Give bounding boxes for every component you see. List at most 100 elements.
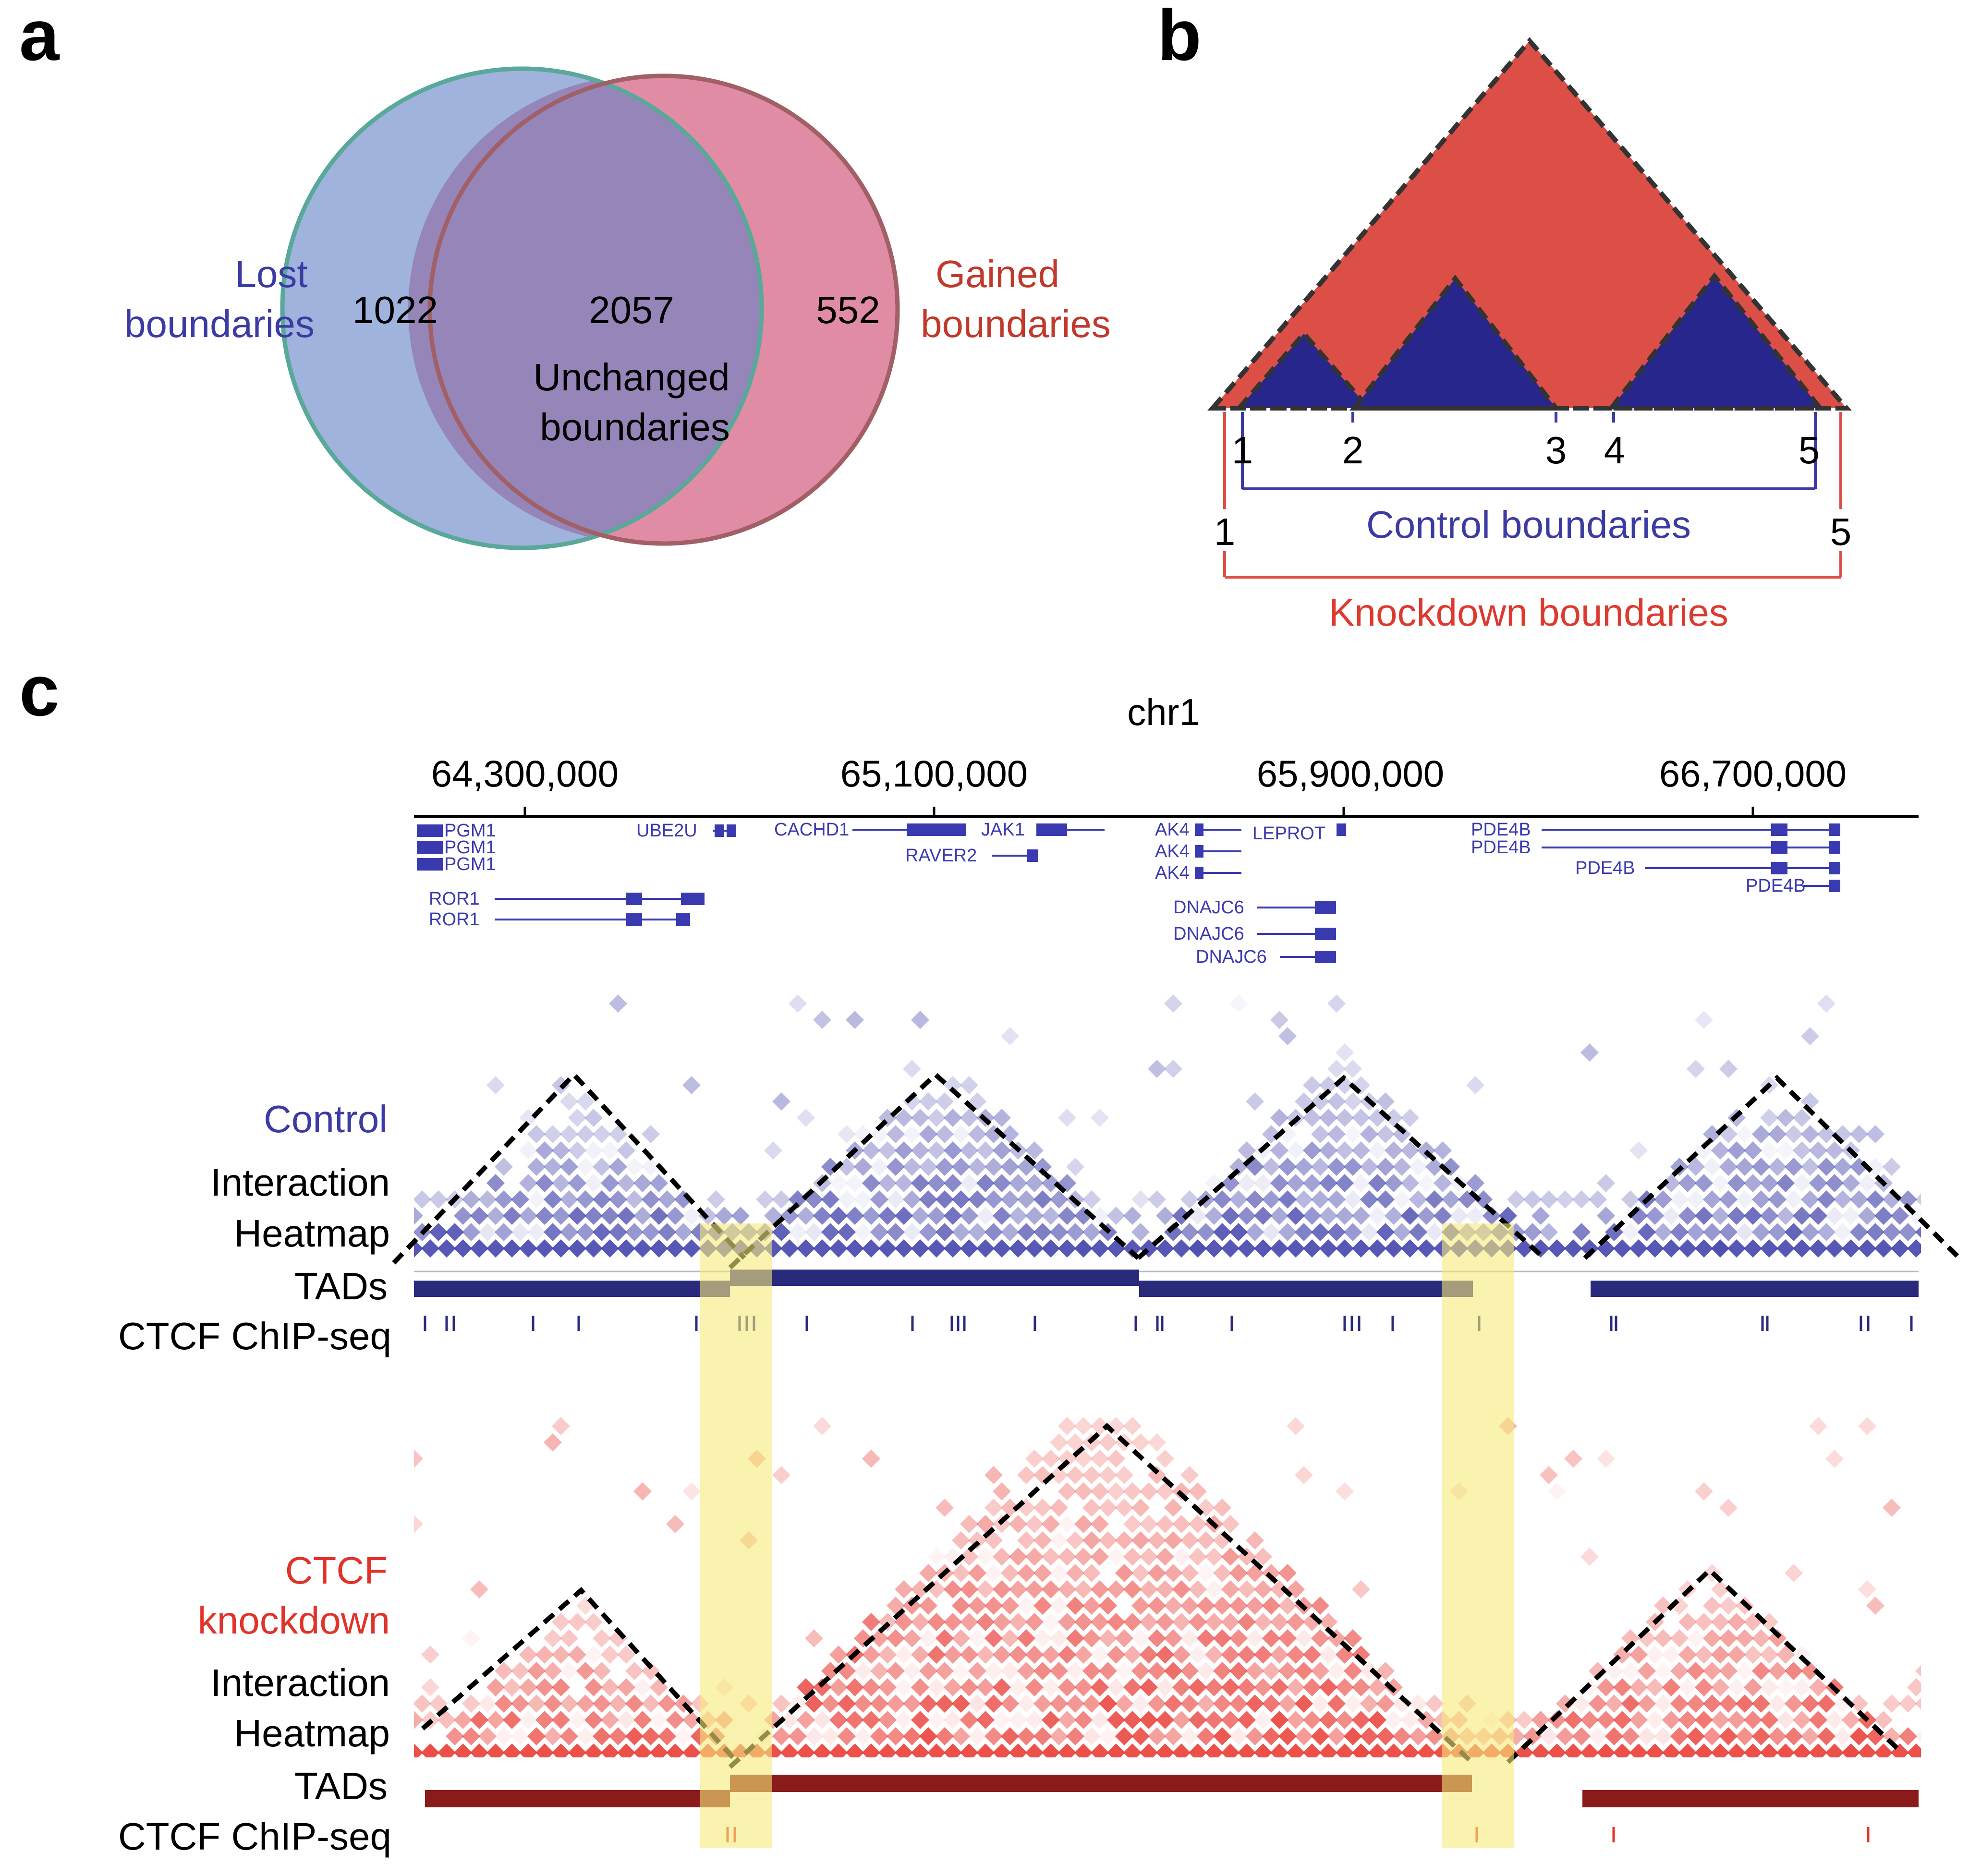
heatmap-cell — [1817, 1158, 1835, 1176]
heatmap-cell — [1221, 1515, 1240, 1533]
heatmap-cell — [568, 1174, 586, 1192]
heatmap-cell — [1246, 1694, 1264, 1713]
heatmap-cell — [438, 1711, 456, 1729]
gained-count: 552 — [816, 289, 880, 331]
heatmap-cell — [976, 1141, 995, 1160]
heatmap-cell — [519, 1239, 537, 1258]
heatmap-cell — [1662, 1207, 1680, 1225]
heatmap-cell — [1327, 994, 1346, 1013]
heatmap-cell — [1303, 1109, 1321, 1127]
heatmap-cell — [813, 1239, 831, 1258]
heatmap-cell — [1507, 1190, 1525, 1209]
heatmap-cell — [1376, 1125, 1395, 1143]
heatmap-cell — [1180, 1190, 1199, 1209]
heatmap-cell — [878, 1646, 897, 1664]
heatmap-cell — [1809, 1174, 1827, 1192]
heatmap-cell — [576, 1694, 595, 1713]
heatmap-cell — [993, 1239, 1011, 1258]
heatmap-cell — [919, 1158, 937, 1176]
heatmap-cell — [1229, 1597, 1248, 1615]
heatmap-cell — [797, 1109, 815, 1127]
heatmap-cell — [1727, 1743, 1746, 1757]
heatmap-cell — [1050, 1433, 1068, 1452]
panel-c: c chr1 64,300,000 65,100,000 65,900,000 … — [19, 650, 1961, 1858]
heatmap-cell — [1278, 1694, 1297, 1713]
heatmap-cell — [584, 1207, 603, 1225]
heatmap-cell — [1515, 1743, 1533, 1757]
heatmap-cell — [1091, 1109, 1109, 1127]
heatmap-cell — [772, 1694, 790, 1713]
heatmap-cell — [789, 1190, 807, 1209]
heatmap-cell — [1123, 1515, 1142, 1533]
heatmap-cell — [593, 1694, 611, 1713]
heatmap-cell — [1221, 1207, 1240, 1225]
heatmap-cell — [1189, 1515, 1207, 1533]
heatmap-cell — [1246, 1223, 1264, 1241]
heatmap-cell — [1066, 1694, 1084, 1713]
heatmap-cell — [593, 1158, 611, 1176]
heatmap-cell — [1033, 1190, 1052, 1209]
heatmap-cell — [1099, 1597, 1117, 1615]
heatmap-cell — [895, 1678, 913, 1696]
heatmap-cell — [1768, 1125, 1787, 1143]
heatmap-cell — [1205, 1743, 1223, 1757]
heatmap-cell — [1074, 1482, 1093, 1501]
heatmap-cell — [1809, 1207, 1827, 1225]
heatmap-cell — [1319, 1239, 1337, 1258]
heatmap-cell — [887, 1158, 905, 1176]
heatmap-cell — [1891, 1239, 1909, 1258]
heatmap-cell — [1825, 1174, 1844, 1192]
heatmap-cell — [993, 1109, 1011, 1127]
heatmap-cell — [527, 1727, 546, 1745]
heatmap-cell — [1752, 1662, 1770, 1680]
heatmap-cell — [1327, 1727, 1346, 1745]
heatmap-cell — [503, 1743, 521, 1757]
heatmap-cell — [1213, 1499, 1231, 1517]
heatmap-cell — [805, 1694, 823, 1713]
heatmap-cell — [462, 1629, 480, 1647]
heatmap-cell — [1025, 1646, 1044, 1664]
heatmap-cell — [1744, 1239, 1762, 1258]
heatmap-cell — [984, 1190, 1003, 1209]
heatmap-cell — [1352, 1580, 1370, 1598]
heatmap-cell — [1531, 1743, 1550, 1757]
heatmap-cell — [682, 1743, 701, 1757]
heatmap-cell — [1017, 1662, 1035, 1680]
heatmap-cell — [1017, 1564, 1035, 1582]
heatmap-cell — [544, 1727, 562, 1745]
heatmap-cell — [1091, 1743, 1109, 1757]
heatmap-cell — [1025, 1678, 1044, 1696]
heatmap-cell — [1246, 1597, 1264, 1615]
heatmap-cell — [1695, 1207, 1713, 1225]
heatmap-cell — [968, 1564, 986, 1582]
heatmap-cell — [976, 1613, 995, 1631]
heatmap-cell — [1025, 1743, 1044, 1757]
heatmap-cell — [486, 1239, 505, 1258]
heatmap-cell — [1899, 1223, 1917, 1241]
heatmap-cell — [1262, 1662, 1280, 1680]
heatmap-cell — [1287, 1711, 1305, 1729]
heatmap-cell — [870, 1662, 888, 1680]
heatmap-cell — [1409, 1190, 1427, 1209]
heatmap-cell — [1785, 1564, 1803, 1582]
heatmap-cell — [1278, 1190, 1297, 1209]
heatmap-cell — [1515, 1711, 1533, 1729]
heatmap-cell — [552, 1678, 570, 1696]
heatmap-cell — [1393, 1727, 1411, 1745]
heatmap-cell — [1654, 1223, 1672, 1241]
heatmap-cell — [1736, 1158, 1754, 1176]
heatmap-cell — [1066, 1433, 1084, 1452]
heatmap-cell — [1768, 1662, 1787, 1680]
heatmap-cell — [1058, 1417, 1076, 1435]
heatmap-cell — [1793, 1743, 1811, 1757]
heatmap-cell — [1123, 1613, 1142, 1631]
heatmap-cell — [1311, 1125, 1329, 1143]
heatmap-cell — [927, 1743, 946, 1757]
heatmap-cell — [1393, 1190, 1411, 1209]
heatmap-cell — [1401, 1239, 1419, 1258]
heatmap-cell — [560, 1158, 578, 1176]
gene-label: PDE4B — [1471, 820, 1531, 840]
heatmap-cell — [1352, 1174, 1370, 1192]
heatmap-cell — [1752, 1190, 1770, 1209]
heatmap-cell — [829, 1239, 848, 1258]
